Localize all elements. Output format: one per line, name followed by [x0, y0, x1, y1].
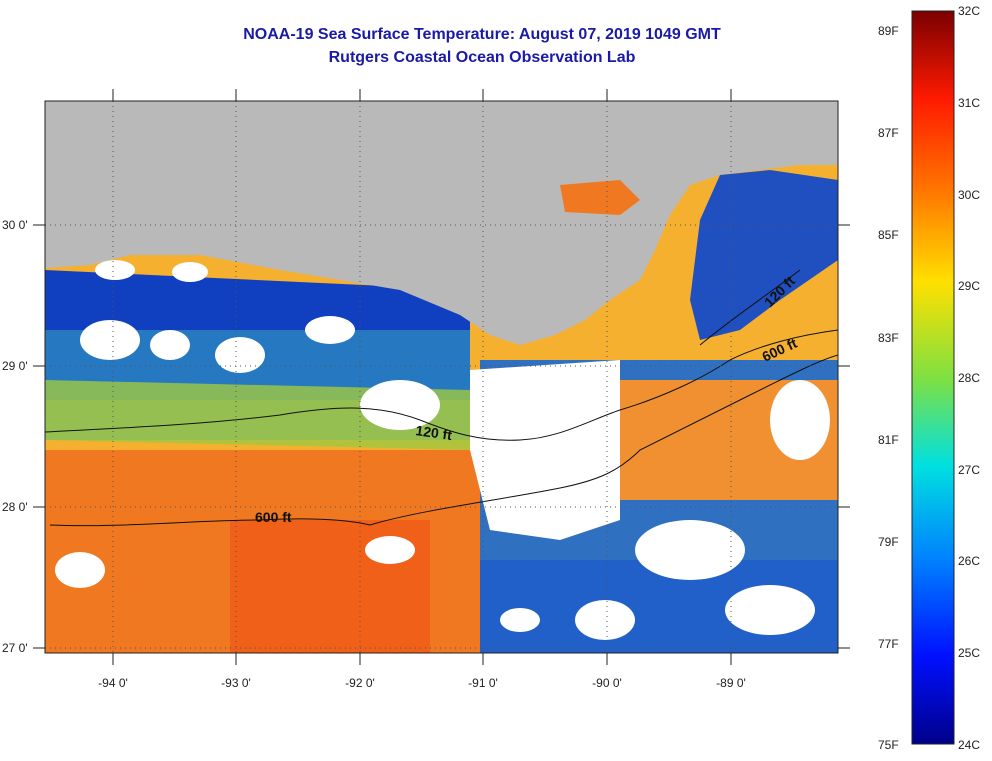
- colorbar-fahrenheit-label: 81F: [878, 433, 899, 447]
- map-title: NOAA-19 Sea Surface Temperature: August …: [243, 26, 721, 43]
- map-frame: [44, 100, 839, 654]
- colorbar-celsius-label: 31C: [958, 96, 981, 110]
- colorbar-fahrenheit-label: 79F: [878, 535, 899, 549]
- colorbar-fahrenheit-label: 89F: [878, 24, 899, 38]
- lon-label: -92 0': [345, 676, 375, 690]
- lon-label: -94 0': [98, 676, 128, 690]
- depth-contours: [45, 269, 838, 527]
- map-subtitle: Rutgers Coastal Ocean Observation Lab: [328, 49, 636, 66]
- lat-label: 29 0': [2, 359, 28, 373]
- colorbar-fahrenheit-label: 75F: [878, 738, 899, 752]
- lat-label: 30 0': [2, 218, 28, 232]
- colorbar-celsius-label: 25C: [958, 646, 981, 660]
- colorbar-fahrenheit-label: 77F: [878, 637, 899, 651]
- colorbar-celsius-label: 28C: [958, 371, 981, 385]
- colorbar-fahrenheit-label: 85F: [878, 228, 899, 242]
- cloud-cover: [55, 260, 830, 640]
- colorbar-celsius-label: 26C: [958, 554, 981, 568]
- lat-label: 28 0': [2, 500, 28, 514]
- graticule: [45, 101, 838, 653]
- colorbar-celsius-label: 30C: [958, 188, 981, 202]
- colorbar-fahrenheit-label: 83F: [878, 331, 899, 345]
- lat-label: 27 0': [2, 641, 28, 655]
- colorbar: [911, 10, 955, 745]
- colorbar-celsius-label: 27C: [958, 463, 981, 477]
- lon-label: -89 0': [716, 676, 746, 690]
- contour-label-600-ft-west: 600 ft: [255, 509, 292, 525]
- colorbar-celsius-label: 24C: [958, 738, 981, 752]
- colorbar-fahrenheit-label: 87F: [878, 126, 899, 140]
- colorbar-celsius-label: 29C: [958, 279, 981, 293]
- axis-ticks: [33, 89, 850, 665]
- lon-label: -93 0': [221, 676, 251, 690]
- lon-label: -90 0': [592, 676, 622, 690]
- lon-label: -91 0': [468, 676, 498, 690]
- contour-label-120-ft-west: 120 ft: [415, 422, 454, 443]
- colorbar-celsius-label: 32C: [958, 4, 981, 18]
- land-area: [45, 101, 838, 345]
